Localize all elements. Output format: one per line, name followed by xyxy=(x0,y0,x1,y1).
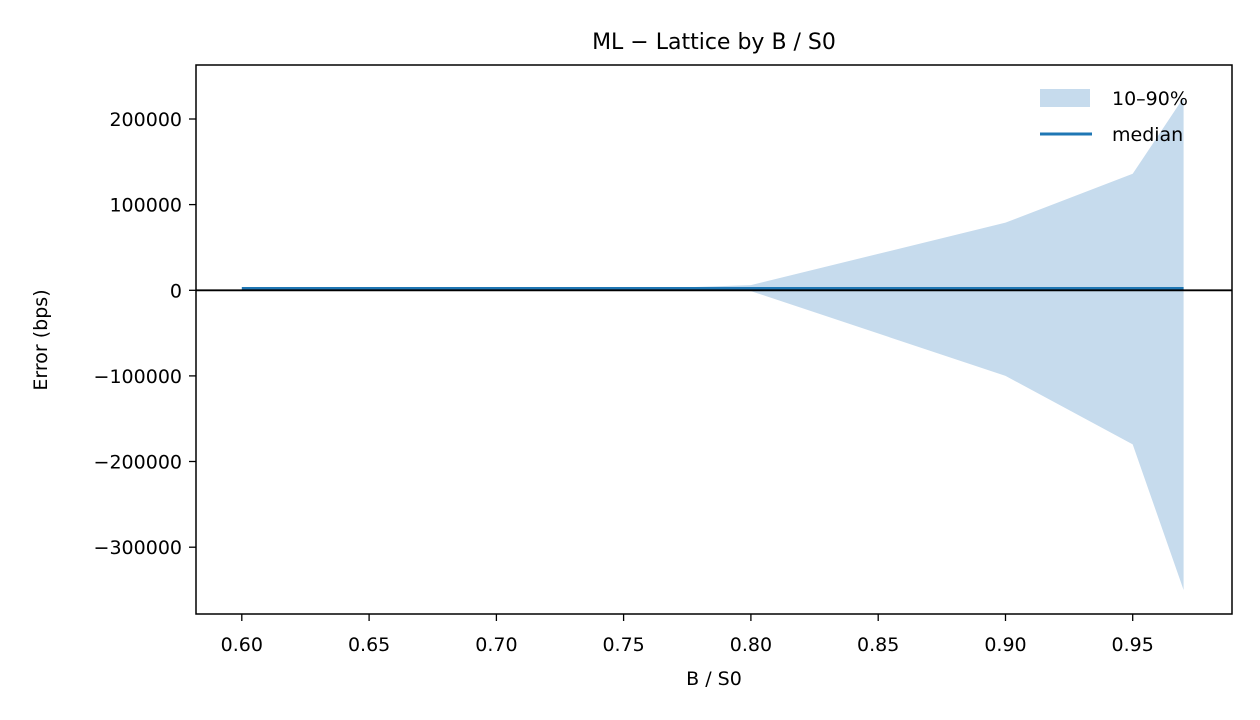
band-10-90 xyxy=(241,97,1184,590)
x-tick-label: 0.95 xyxy=(1112,634,1154,656)
y-tick-label: −300000 xyxy=(94,537,182,559)
y-tick-label: 0 xyxy=(170,280,182,302)
legend-label-median: median xyxy=(1112,124,1183,146)
x-tick-label: 0.65 xyxy=(348,634,390,656)
plot-area xyxy=(196,97,1232,590)
y-tick-label: 100000 xyxy=(109,195,182,217)
y-tick-label: −200000 xyxy=(94,452,182,474)
y-tick-label: 200000 xyxy=(109,109,182,131)
y-axis-label: Error (bps) xyxy=(30,289,52,390)
legend: 10–90% median xyxy=(1040,88,1188,146)
y-tick-label: −100000 xyxy=(94,366,182,388)
legend-swatch-band xyxy=(1040,89,1090,107)
legend-label-band: 10–90% xyxy=(1112,88,1188,110)
chart-title: ML − Lattice by B / S0 xyxy=(592,30,836,55)
y-axis: 200000 100000 0 −100000 −200000 −300000 xyxy=(94,109,196,559)
x-tick-label: 0.70 xyxy=(475,634,517,656)
x-tick-label: 0.60 xyxy=(221,634,263,656)
x-tick-label: 0.85 xyxy=(857,634,899,656)
x-axis-label: B / S0 xyxy=(686,668,742,690)
x-tick-label: 0.90 xyxy=(984,634,1026,656)
plot-frame xyxy=(195,64,1233,615)
x-axis: 0.60 0.65 0.70 0.75 0.80 0.85 0.90 0.95 xyxy=(221,614,1154,656)
x-tick-label: 0.80 xyxy=(730,634,772,656)
x-tick-label: 0.75 xyxy=(602,634,644,656)
